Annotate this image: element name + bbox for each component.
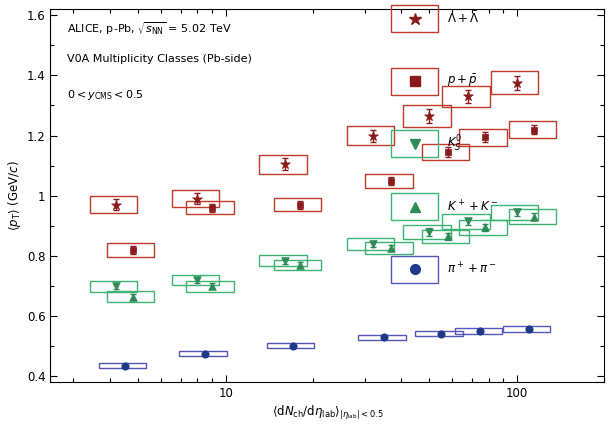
Bar bbox=[442, 86, 489, 107]
Point bbox=[512, 209, 522, 216]
Bar bbox=[365, 173, 412, 188]
Text: V0A Multiplicity Classes (Pb-side): V0A Multiplicity Classes (Pb-side) bbox=[67, 54, 252, 64]
Bar bbox=[459, 220, 507, 235]
Point bbox=[481, 134, 490, 140]
Bar bbox=[259, 155, 307, 174]
Point bbox=[512, 80, 522, 86]
Bar bbox=[491, 205, 538, 220]
Point bbox=[207, 282, 217, 289]
Point bbox=[368, 241, 378, 247]
Bar bbox=[422, 144, 470, 160]
Bar bbox=[391, 256, 438, 283]
Bar bbox=[503, 326, 550, 332]
Point bbox=[295, 202, 305, 208]
Bar bbox=[99, 363, 146, 368]
Bar bbox=[365, 242, 412, 255]
Point bbox=[193, 276, 203, 283]
Text: $\pi^+ + \pi^-$: $\pi^+ + \pi^-$ bbox=[447, 262, 497, 277]
Bar bbox=[391, 68, 438, 95]
Point bbox=[463, 93, 473, 100]
Bar bbox=[442, 214, 489, 229]
Bar bbox=[391, 131, 438, 158]
Point bbox=[111, 202, 121, 208]
Bar bbox=[358, 335, 406, 340]
Point bbox=[207, 205, 217, 211]
Point bbox=[529, 126, 539, 133]
Bar bbox=[403, 225, 451, 238]
Point bbox=[386, 177, 396, 184]
Bar bbox=[459, 129, 507, 146]
Bar bbox=[179, 351, 226, 356]
Bar bbox=[187, 201, 234, 214]
Text: $K^0_S$: $K^0_S$ bbox=[447, 134, 462, 154]
Bar bbox=[491, 71, 538, 94]
Bar bbox=[454, 328, 502, 334]
Point bbox=[443, 233, 453, 240]
Bar bbox=[187, 281, 234, 291]
X-axis label: $\langle \mathrm{d}N_{\mathrm{ch}}/\mathrm{d}\eta_{\mathrm{lab}}\rangle_{|\eta_{: $\langle \mathrm{d}N_{\mathrm{ch}}/\math… bbox=[271, 404, 383, 422]
Point bbox=[280, 257, 290, 264]
Point bbox=[280, 161, 290, 168]
Point bbox=[481, 224, 490, 231]
Point bbox=[111, 282, 121, 289]
Point bbox=[425, 229, 434, 235]
Text: ALICE, p-Pb, $\sqrt{s_{\mathrm{NN}}}$ = 5.02 TeV: ALICE, p-Pb, $\sqrt{s_{\mathrm{NN}}}$ = … bbox=[67, 21, 232, 37]
Text: $0 < y_{\mathrm{CMS}} < 0.5$: $0 < y_{\mathrm{CMS}} < 0.5$ bbox=[67, 88, 144, 101]
Bar bbox=[347, 126, 394, 145]
Point bbox=[368, 132, 378, 139]
Point bbox=[476, 327, 486, 334]
Bar bbox=[90, 196, 137, 213]
Bar bbox=[107, 291, 154, 302]
Point bbox=[436, 330, 446, 337]
Point bbox=[288, 342, 298, 349]
Point bbox=[128, 247, 138, 253]
Point bbox=[463, 218, 473, 225]
Bar bbox=[347, 238, 394, 250]
Point bbox=[120, 363, 129, 369]
Bar bbox=[274, 260, 321, 270]
Text: $\Lambda + \bar{\Lambda}$: $\Lambda + \bar{\Lambda}$ bbox=[447, 11, 479, 26]
Point bbox=[200, 351, 210, 357]
Point bbox=[379, 334, 389, 341]
Bar bbox=[274, 198, 321, 211]
Point bbox=[295, 262, 305, 268]
Bar bbox=[391, 193, 438, 220]
Bar bbox=[415, 331, 463, 336]
Point bbox=[193, 196, 203, 202]
Point bbox=[128, 293, 138, 300]
Bar bbox=[403, 105, 451, 127]
Bar bbox=[422, 230, 470, 243]
Point bbox=[529, 214, 539, 220]
Point bbox=[425, 113, 434, 119]
Bar bbox=[90, 281, 137, 291]
Point bbox=[386, 245, 396, 252]
Bar bbox=[171, 190, 219, 207]
Bar bbox=[171, 275, 219, 285]
Bar bbox=[391, 5, 438, 32]
Bar bbox=[509, 209, 556, 224]
Point bbox=[524, 325, 534, 332]
Bar bbox=[107, 244, 154, 257]
Bar bbox=[259, 255, 307, 266]
Bar bbox=[509, 121, 556, 138]
Point bbox=[443, 149, 453, 156]
Text: $p + \bar{p}$: $p + \bar{p}$ bbox=[447, 73, 478, 89]
Text: $K^+ + K^-$: $K^+ + K^-$ bbox=[447, 199, 498, 214]
Y-axis label: $\langle p_{\mathrm{T}} \rangle$ (GeV/$c$): $\langle p_{\mathrm{T}} \rangle$ (GeV/$c… bbox=[5, 160, 23, 231]
Bar bbox=[267, 343, 314, 348]
